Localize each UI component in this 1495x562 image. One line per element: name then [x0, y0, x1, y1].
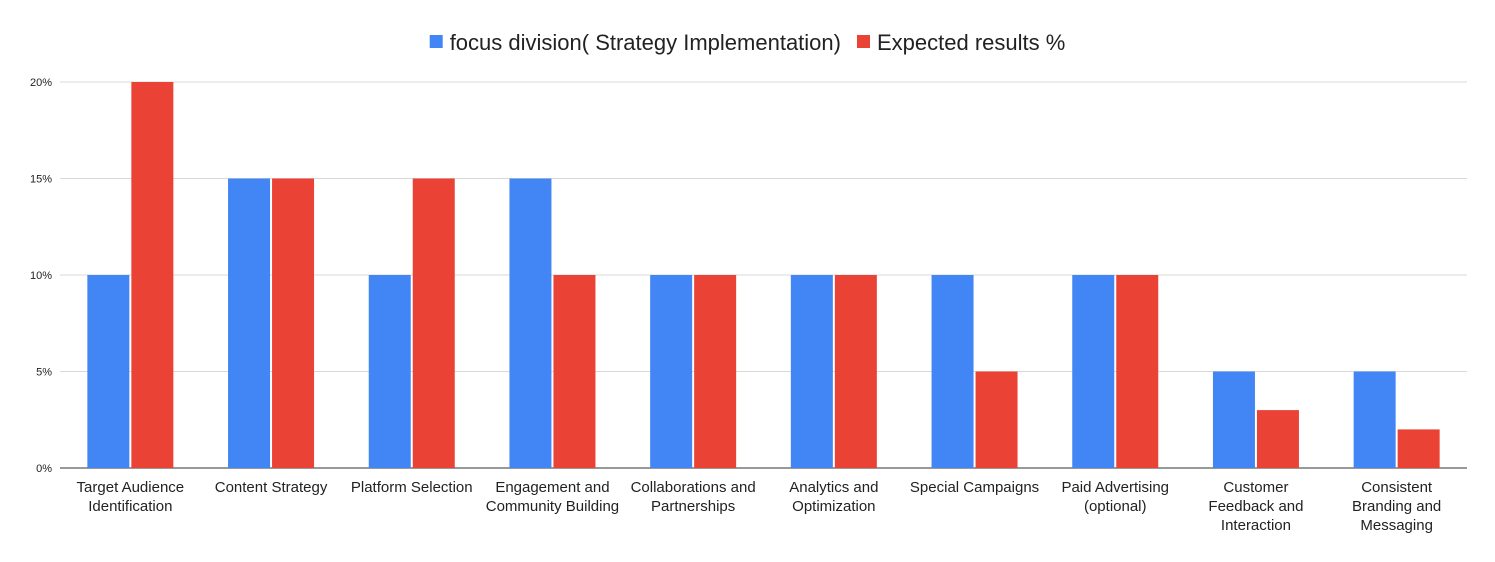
bar — [553, 275, 596, 468]
bar — [975, 371, 1018, 468]
x-tick-label: Analytics and Optimization — [789, 479, 878, 515]
y-tick-label: 0% — [36, 463, 52, 475]
x-tick-label: Content Strategy — [215, 479, 328, 496]
y-tick-label: 10% — [30, 270, 52, 282]
bar — [1116, 275, 1159, 468]
bar — [650, 275, 693, 468]
bar — [1072, 275, 1115, 468]
bar — [1256, 410, 1299, 468]
x-tick-label: Platform Selection — [351, 479, 473, 496]
bar — [228, 178, 271, 468]
bar — [509, 178, 552, 468]
legend-swatch — [856, 35, 870, 48]
y-tick-label: 5% — [36, 367, 52, 379]
legend-label: focus division( Strategy Implementation) — [450, 30, 841, 55]
bar — [694, 275, 737, 468]
bar — [1397, 429, 1440, 468]
bar — [368, 275, 411, 468]
bar — [131, 82, 174, 468]
bar — [790, 275, 833, 468]
bar — [1353, 371, 1396, 468]
x-tick-label: Paid Advertising (optional) — [1061, 479, 1169, 515]
x-tick-label: Special Campaigns — [910, 479, 1039, 496]
bar — [931, 275, 974, 468]
bar — [834, 275, 877, 468]
legend-swatch — [429, 35, 443, 48]
x-tick-label: Consistent Branding and Messaging — [1352, 479, 1441, 534]
x-tick-label: Engagement and Community Building — [486, 479, 619, 515]
bar — [87, 275, 130, 468]
y-tick-label: 20% — [30, 77, 52, 89]
x-tick-label: Collaborations and Partnerships — [631, 479, 756, 515]
bar — [1212, 371, 1255, 468]
legend: focus division( Strategy Implementation)… — [429, 30, 1065, 55]
x-tick-label: Customer Feedback and Interaction — [1208, 479, 1303, 534]
legend-label: Expected results % — [877, 30, 1065, 55]
y-tick-label: 15% — [30, 174, 52, 186]
x-tick-label: Target Audience Identification — [77, 479, 185, 515]
bar — [272, 178, 315, 468]
bar — [412, 178, 455, 468]
